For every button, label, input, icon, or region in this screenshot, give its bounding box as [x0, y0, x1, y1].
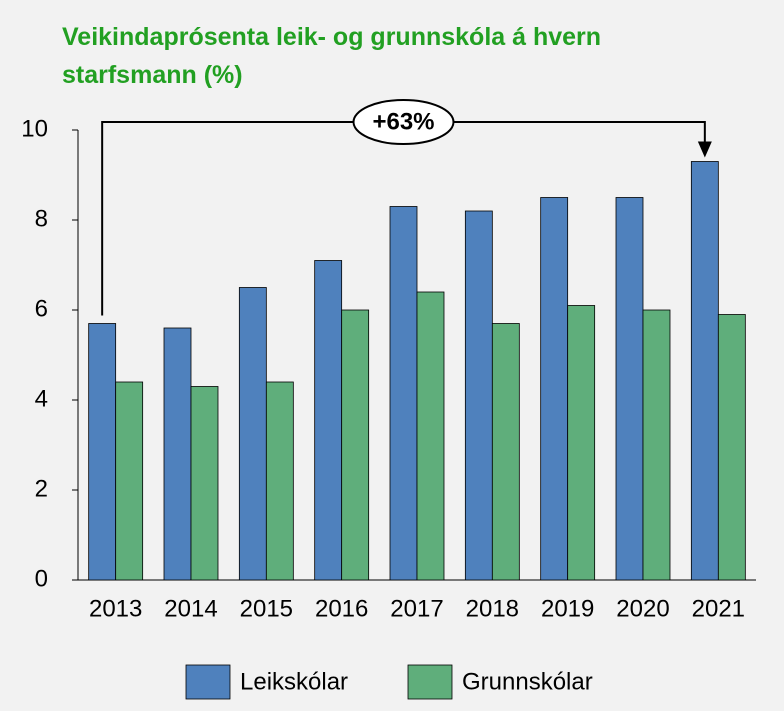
x-tick-label: 2013 [89, 595, 142, 622]
bar [642, 309, 671, 581]
bar [190, 386, 219, 581]
x-tick-label: 2019 [541, 595, 594, 622]
bar [389, 206, 418, 581]
annotation: +63% [372, 108, 434, 135]
bar [464, 210, 493, 581]
y-tick-label: 6 [35, 295, 48, 322]
bar [163, 327, 192, 581]
y-tick-label: 8 [35, 205, 48, 232]
legend-swatch [185, 664, 231, 700]
annotation-arrow [697, 141, 712, 158]
bar [717, 314, 746, 581]
x-tick-label: 2016 [315, 595, 368, 622]
x-tick-label: 2014 [164, 595, 217, 622]
bar [540, 197, 569, 581]
x-tick-label: 2017 [390, 595, 443, 622]
legend-swatch [407, 664, 453, 700]
y-tick-label: 2 [35, 475, 48, 502]
x-tick-label: 2018 [466, 595, 519, 622]
bar [341, 309, 370, 581]
x-tick-label: 2020 [616, 595, 669, 622]
bar [115, 381, 144, 581]
bar [238, 287, 267, 581]
x-tick-label: 2015 [240, 595, 293, 622]
bar [491, 323, 520, 581]
bar [265, 381, 294, 581]
legend-label: Grunnskólar [462, 668, 593, 695]
bar [314, 260, 343, 581]
annotation-bubble [352, 99, 455, 145]
chart-title: Veikindaprósenta leik- og grunnskóla á h… [62, 23, 602, 89]
x-tick-label: 2021 [692, 595, 745, 622]
y-tick-label: 0 [35, 565, 48, 592]
y-tick-label: 4 [35, 385, 48, 412]
bar [615, 197, 644, 581]
bar [88, 323, 117, 581]
bar [416, 291, 445, 581]
legend-label: Leikskólar [240, 668, 348, 695]
y-tick-label: 10 [21, 115, 48, 142]
bar [690, 161, 719, 581]
bar [567, 305, 596, 581]
